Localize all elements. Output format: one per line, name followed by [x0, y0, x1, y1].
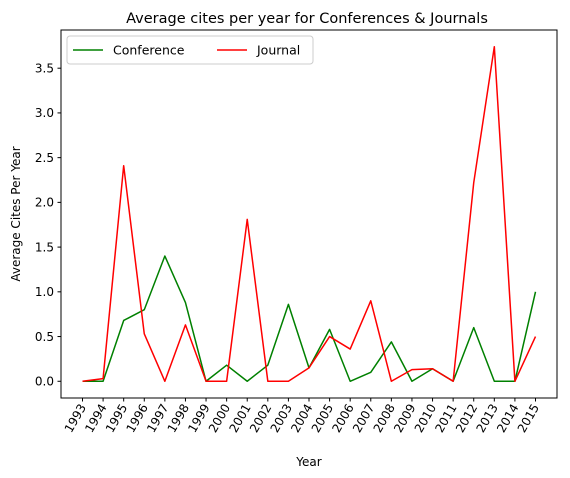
legend-label-conference: Conference — [113, 43, 185, 58]
y-tick-label: 1.0 — [35, 285, 54, 299]
series-line-conference — [82, 255, 537, 383]
y-tick-label: 0.5 — [35, 330, 54, 344]
y-tick-label: 0.0 — [35, 375, 54, 389]
y-axis-label: Average Cites Per Year — [9, 146, 23, 281]
plot-lines — [82, 45, 537, 383]
y-tick-label: 1.5 — [35, 240, 54, 254]
x-tick-label: 2015 — [515, 402, 542, 435]
plot-area-frame — [60, 29, 558, 399]
y-tick-label: 3.0 — [35, 106, 54, 120]
legend: Conference Journal — [66, 35, 314, 65]
x-axis-ticks: 1993199419951996199719981999200020012002… — [62, 398, 542, 435]
y-tick-label: 3.5 — [35, 61, 54, 75]
legend-label-journal: Journal — [256, 43, 300, 58]
y-tick-label: 2.5 — [35, 151, 54, 165]
x-axis-label: Year — [295, 455, 321, 469]
series-line-journal — [82, 45, 537, 383]
chart-title: Average cites per year for Conferences &… — [126, 11, 488, 27]
legend-frame — [66, 35, 314, 65]
y-axis-ticks: 0.0 0.5 1.0 1.5 2.0 2.5 3.0 3.5 — [35, 61, 61, 389]
y-tick-label: 2.0 — [35, 196, 54, 210]
